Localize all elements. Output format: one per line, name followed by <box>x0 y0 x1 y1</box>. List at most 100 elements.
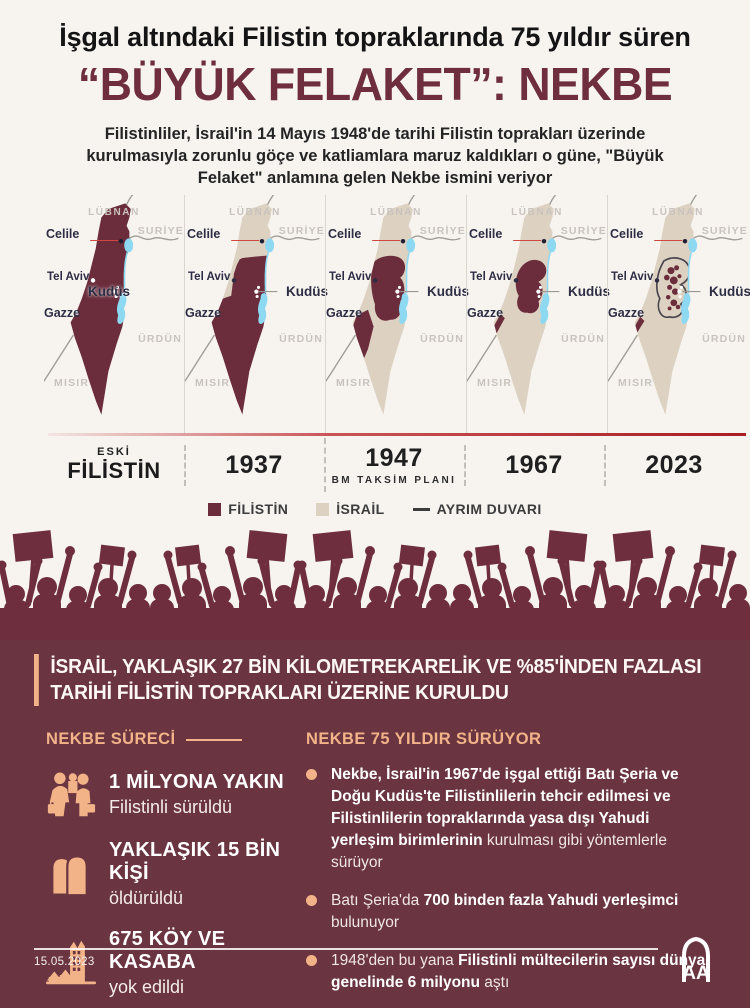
stat-bold-text: YAKLAŞIK 15 BİN KİŞİ <box>109 839 281 884</box>
map-label-misir: MISIR <box>477 377 513 389</box>
map-label-kudus: Kudüs <box>427 284 469 299</box>
map-label-tel-aviv: Tel Aviv <box>611 271 654 283</box>
legend-item-ayrim-duvari: AYRIM DUVARI <box>412 501 542 517</box>
map-1937: LÜBNAN SURİYE ÜRDÜN MISIR Celile Tel Avi… <box>184 195 328 433</box>
map-label-gazze: Gazze <box>467 306 504 320</box>
map-legend: FİLİSTİN İSRAİL AYRIM DUVARI <box>0 494 750 524</box>
stat-destroyed: 675 KÖY VE KASABA yok edildi <box>46 928 296 998</box>
legend-label: FİLİSTİN <box>228 501 289 517</box>
timeline-year: 1967 <box>505 450 563 479</box>
map-label-gazze: Gazze <box>44 306 81 320</box>
map-label-misir: MISIR <box>618 377 654 389</box>
intro-paragraph: Filistinliler, İsrail'in 14 Mayıs 1948'd… <box>86 125 664 188</box>
timeline-year: 1937 <box>225 450 283 479</box>
map-label-celile: Celile <box>469 227 503 241</box>
palestine-map-4-svg <box>467 195 602 415</box>
map-label-kudus: Kudüs <box>568 284 610 299</box>
map-label-gazze: Gazze <box>185 306 222 320</box>
logo-letters: AA <box>682 963 710 984</box>
right-column-heading: NEKBE 75 YILDIR SÜRÜYOR <box>306 730 710 749</box>
publication-date: 15.05.2023 <box>34 956 95 968</box>
map-label-lubnan: LÜBNAN <box>370 207 422 218</box>
left-column-heading: NEKBE SÜRECİ <box>46 730 296 749</box>
map-label-celile: Celile <box>46 227 80 241</box>
map-label-kudus: Kudüs <box>88 284 130 299</box>
map-2023: LÜBNAN SURİYE ÜRDÜN MISIR Celile Tel Avi… <box>607 195 750 433</box>
map-label-tel-aviv: Tel Aviv <box>47 271 90 283</box>
map-label-gazze: Gazze <box>326 306 363 320</box>
title-line1: İşgal altındaki Filistin topraklarında 7… <box>59 22 691 52</box>
map-label-lubnan: LÜBNAN <box>88 207 140 218</box>
timeline-axis-line <box>48 433 746 436</box>
timeline-label-main: FİLİSTİN <box>67 458 161 483</box>
map-1967: LÜBNAN SURİYE ÜRDÜN MISIR Celile Tel Avi… <box>466 195 610 433</box>
timeline-year: 2023 <box>645 450 703 479</box>
map-label-celile: Celile <box>610 227 644 241</box>
bullet-item: 1948'den bu yana Filistinli mültecilerin… <box>306 950 710 994</box>
map-label-misir: MISIR <box>54 377 90 389</box>
palestine-map-1-svg <box>44 195 179 415</box>
timeline-label-2023: 2023 <box>604 444 744 486</box>
map-label-suriye: SURİYE <box>560 225 607 237</box>
footer: 15.05.2023 AA <box>34 934 716 986</box>
timeline-year: 1947 <box>365 444 423 472</box>
map-label-urdun: ÜRDÜN <box>420 333 464 345</box>
protest-crowd-silhouette <box>0 524 750 640</box>
palestine-map-3-svg <box>326 195 461 415</box>
map-label-urdun: ÜRDÜN <box>702 333 746 345</box>
header: İşgal altındaki Filistin topraklarında 7… <box>0 0 750 195</box>
refugee-family-icon <box>47 772 96 817</box>
title-line2: “BÜYÜK FELAKET”: NEKBE <box>77 58 673 110</box>
palestine-map-5-svg <box>608 195 743 415</box>
tombstones-icon <box>53 855 88 897</box>
legend-label: İSRAİL <box>336 501 385 517</box>
map-1947: LÜBNAN SURİYE ÜRDÜN MISIR Celile Tel Avi… <box>325 195 469 433</box>
map-label-tel-aviv: Tel Aviv <box>188 271 231 283</box>
timeline-label-eski-filistin: ESKİ FİLİSTİN <box>44 446 184 484</box>
left-heading-text: NEKBE SÜRECİ <box>46 730 176 748</box>
map-label-lubnan: LÜBNAN <box>652 207 704 218</box>
stat-killed: YAKLAŞIK 15 BİN KİŞİ öldürüldü <box>46 839 296 909</box>
right-heading-text: NEKBE 75 YILDIR SÜRÜYOR <box>306 730 542 748</box>
footer-divider-line <box>34 948 658 950</box>
legend-item-israil: İSRAİL <box>316 501 384 517</box>
map-eski-filistin: LÜBNAN SURİYE ÜRDÜN MISIR Celile Tel Avi… <box>44 195 184 433</box>
anadolu-agency-logo: AA <box>682 936 710 984</box>
wall-line-swatch <box>412 507 430 511</box>
map-label-suriye: SURİYE <box>419 225 466 237</box>
map-label-urdun: ÜRDÜN <box>138 333 182 345</box>
map-label-urdun: ÜRDÜN <box>561 333 605 345</box>
map-label-tel-aviv: Tel Aviv <box>470 271 513 283</box>
map-label-suriye: SURİYE <box>701 225 748 237</box>
israil-swatch <box>316 502 330 516</box>
timeline-label-1967: 1967 <box>464 444 604 486</box>
maps-timeline: LÜBNAN SURİYE ÜRDÜN MISIR Celile Tel Avi… <box>0 195 750 433</box>
bullet-item: Nekbe, İsrail'in 1967'de işgal ettiği Ba… <box>306 764 710 874</box>
map-label-urdun: ÜRDÜN <box>279 333 323 345</box>
timeline-label-top: ESKİ <box>97 446 131 458</box>
timeline-labels: ESKİ FİLİSTİN 1937 1947 BM TAKSİM PLANI … <box>0 436 750 494</box>
section-headline: İSRAİL, YAKLAŞIK 27 BİN KİLOMETREKARELİK… <box>34 654 725 706</box>
map-label-suriye: SURİYE <box>278 225 325 237</box>
map-label-tel-aviv: Tel Aviv <box>329 271 372 283</box>
map-label-gazze: Gazze <box>608 306 645 320</box>
nekbe-suruyor-column: NEKBE 75 YILDIR SÜRÜYOR Nekbe, İsrail'in… <box>296 730 710 1008</box>
map-label-kudus: Kudüs <box>709 284 750 299</box>
heading-dash <box>185 738 242 741</box>
map-label-lubnan: LÜBNAN <box>511 207 563 218</box>
timeline-sublabel: BM TAKSİM PLANI <box>331 475 457 486</box>
nekbe-sureci-column: NEKBE SÜRECİ <box>34 730 296 1008</box>
destroyed-village-icon <box>46 940 96 985</box>
bullet-item: Batı Şeria'da 700 binden fazla Yahudi ye… <box>306 890 710 934</box>
timeline-label-1937: 1937 <box>184 444 324 486</box>
stat-bold-text: 675 KÖY VE KASABA <box>109 928 226 973</box>
stat-sub-text: öldürüldü <box>109 888 184 908</box>
legend-label: AYRIM DUVARI <box>436 501 542 517</box>
map-label-celile: Celile <box>187 227 221 241</box>
map-label-kudus: Kudüs <box>286 284 328 299</box>
bullet-list: Nekbe, İsrail'in 1967'de işgal ettiği Ba… <box>306 764 710 994</box>
map-label-lubnan: LÜBNAN <box>229 207 281 218</box>
map-label-celile: Celile <box>328 227 362 241</box>
map-label-misir: MISIR <box>336 377 372 389</box>
